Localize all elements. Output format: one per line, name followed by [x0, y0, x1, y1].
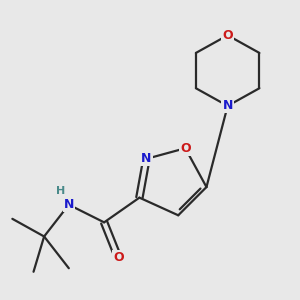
Text: O: O	[113, 251, 124, 264]
Text: N: N	[64, 198, 74, 211]
Text: N: N	[223, 99, 233, 112]
Text: H: H	[56, 186, 66, 196]
Text: N: N	[141, 152, 152, 165]
Text: O: O	[180, 142, 190, 155]
Text: O: O	[222, 29, 233, 42]
